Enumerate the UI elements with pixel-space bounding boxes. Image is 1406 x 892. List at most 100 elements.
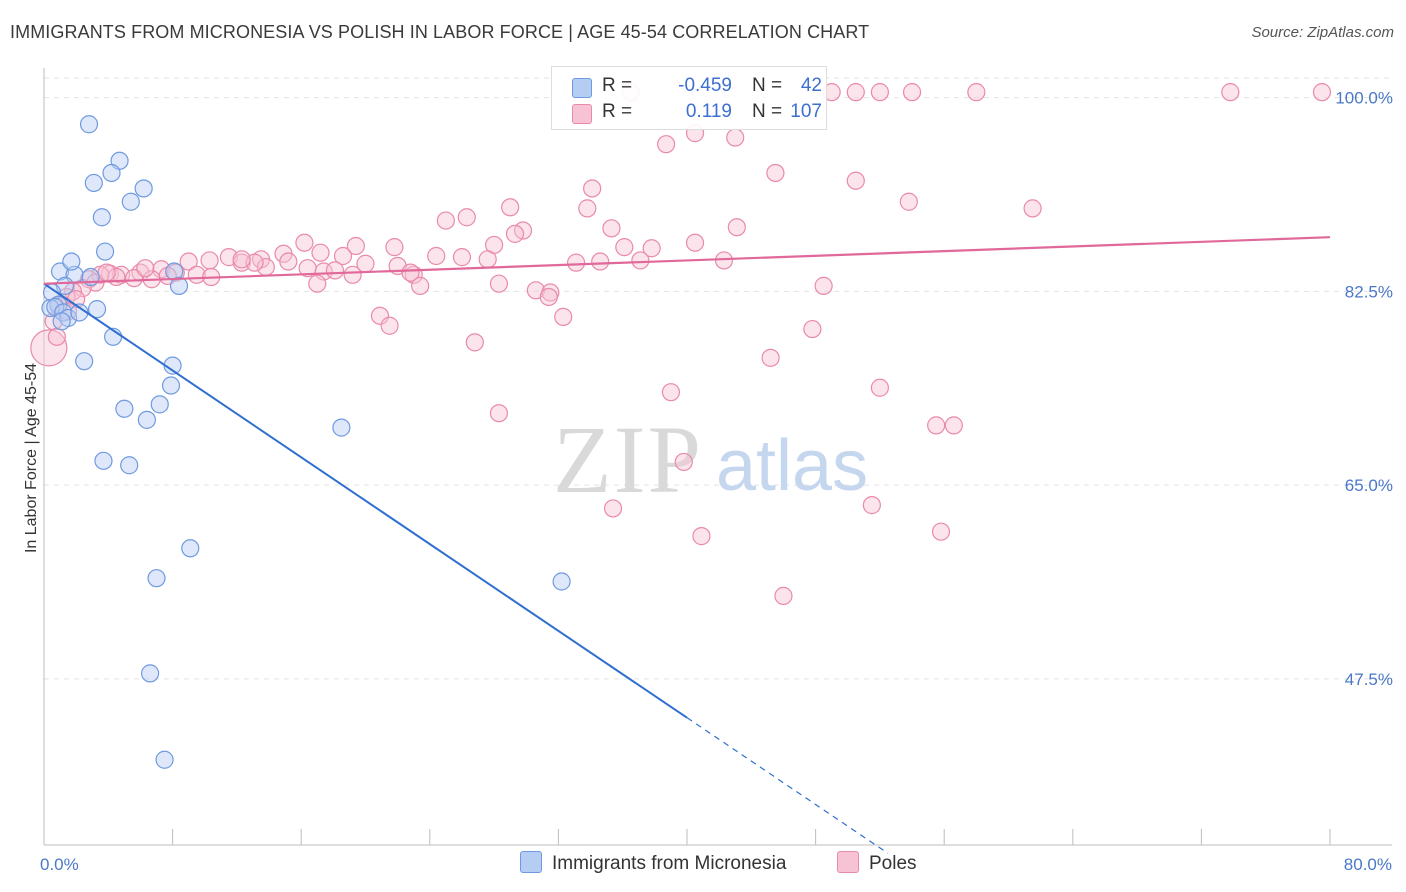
poles-point <box>136 259 155 278</box>
micronesia-point <box>75 352 94 371</box>
bottom-legend-label-poles: Poles <box>869 853 917 874</box>
y-tick-label: 47.5% <box>1345 670 1393 689</box>
micronesia-point <box>115 399 134 418</box>
poles-point <box>774 586 793 605</box>
watermark-zip: ZIP <box>553 406 703 513</box>
poles-point <box>489 274 509 293</box>
poles-point <box>761 348 780 367</box>
micronesia-point <box>181 539 200 558</box>
micronesia-point <box>155 750 174 769</box>
poles-point <box>657 135 676 154</box>
micronesia-point <box>62 252 81 271</box>
poles-trend-line <box>43 236 1331 285</box>
legend-r-label: R = <box>602 75 633 96</box>
trend-lines <box>43 236 1331 854</box>
legend-n-value: 42 <box>800 75 822 96</box>
poles-point <box>870 378 890 397</box>
micronesia-point <box>79 115 99 134</box>
poles-point <box>899 192 918 211</box>
micronesia-points <box>41 115 571 769</box>
poles-point <box>674 452 693 472</box>
poles-point <box>489 404 509 423</box>
poles-point <box>436 211 455 230</box>
legend-r-value: 0.119 <box>685 101 732 122</box>
micronesia-point <box>52 312 71 331</box>
axes <box>43 68 1392 846</box>
poles-point <box>714 251 734 270</box>
poles-point <box>232 250 251 269</box>
micronesia-point <box>140 664 160 683</box>
poles-point <box>692 527 711 546</box>
poles-point <box>30 329 68 367</box>
poles-point <box>631 251 650 270</box>
poles-point <box>311 243 330 262</box>
poles-point <box>47 327 66 346</box>
poles-point <box>661 383 681 402</box>
poles-point <box>465 333 484 352</box>
micronesia-point <box>121 192 140 211</box>
poles-point <box>591 252 610 271</box>
poles-point <box>726 128 745 147</box>
poles-point <box>602 219 621 238</box>
micronesia-point <box>87 300 107 319</box>
poles-point <box>200 251 219 270</box>
poles-point <box>427 246 446 266</box>
poles-point <box>179 252 198 271</box>
legend-n-label: N = <box>752 101 783 122</box>
poles-point <box>846 83 865 102</box>
poles-point <box>862 496 881 515</box>
y-tick-label: 100.0% <box>1335 89 1393 108</box>
poles-point <box>902 83 922 102</box>
poles-point <box>603 499 623 518</box>
micronesia-point <box>120 456 139 475</box>
poles-point <box>325 261 345 280</box>
poles-point <box>308 274 327 293</box>
legend-swatch-blue <box>572 78 592 98</box>
bottom-legend-swatch-blue <box>520 851 542 873</box>
poles-point <box>1023 199 1042 218</box>
poles-point <box>346 236 365 256</box>
legend-swatch-pink <box>572 104 592 124</box>
watermark: ZIP atlas <box>553 406 868 513</box>
poles-point <box>370 306 390 325</box>
bottom-legend-label-micronesia: Immigrants from Micronesia <box>552 853 787 874</box>
watermark-atlas: atlas <box>716 426 868 506</box>
poles-point <box>814 276 833 295</box>
poles-point <box>944 416 963 435</box>
poles-point <box>685 233 705 252</box>
x-tick-label-min: 0.0% <box>40 855 79 874</box>
micronesia-point <box>102 163 121 183</box>
poles-point <box>411 276 430 295</box>
legend-n-value: 107 <box>790 101 822 122</box>
poles-point <box>642 239 661 258</box>
poles-point <box>1221 83 1240 102</box>
x-tick-label-max: 80.0% <box>1344 855 1392 874</box>
poles-point <box>566 253 586 272</box>
grid-lines <box>44 77 1392 680</box>
micronesia-point <box>137 410 156 429</box>
micronesia-point <box>94 451 113 470</box>
micronesia-point <box>169 276 189 295</box>
micronesia-point <box>84 173 103 193</box>
poles-point <box>578 199 597 218</box>
poles-point <box>380 316 399 335</box>
poles-point <box>846 171 865 190</box>
poles-point <box>385 238 404 257</box>
y-axis-label: In Labor Force | Age 45-54 <box>23 363 40 553</box>
poles-point <box>97 263 116 282</box>
micronesia-point <box>161 376 181 395</box>
y-tick-label: 82.5% <box>1345 282 1393 301</box>
bottom-legend-micronesia: Immigrants from Micronesia <box>520 851 786 875</box>
legend-r-value: -0.459 <box>678 75 732 96</box>
bottom-legend-poles: Poles <box>837 851 917 875</box>
micronesia-trend-extension <box>686 717 889 854</box>
poles-point <box>583 179 602 198</box>
poles-point <box>333 246 353 266</box>
poles-point <box>505 224 525 243</box>
poles-point <box>803 319 822 339</box>
micronesia-point <box>150 395 169 414</box>
legend-r-label: R = <box>602 101 633 122</box>
poles-point <box>554 307 573 326</box>
poles-point <box>967 83 986 102</box>
